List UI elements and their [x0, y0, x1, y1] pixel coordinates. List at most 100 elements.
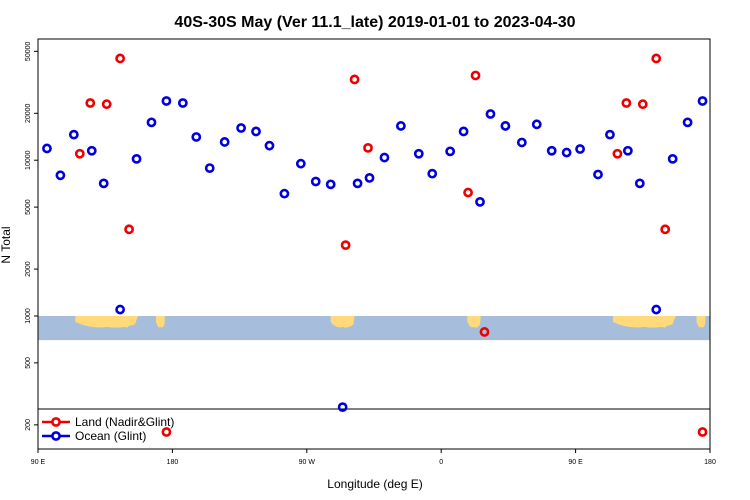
ocean-point	[682, 117, 693, 128]
ocean-point	[546, 145, 557, 156]
land-point	[161, 427, 172, 437]
series-land	[74, 53, 708, 437]
map-land-australia	[75, 315, 139, 328]
plot-frame	[37, 38, 711, 450]
land-point	[349, 74, 360, 85]
map-land-new-zealand-repeat	[696, 315, 706, 328]
ocean-point	[98, 178, 109, 189]
ocean-point	[161, 96, 172, 106]
land-point	[463, 187, 473, 198]
land-point	[621, 98, 632, 108]
y-axis: 200 500 1000 2000 5000 10000 20000 50000	[25, 41, 38, 431]
ocean-point	[475, 197, 485, 207]
ocean-point	[337, 402, 348, 413]
ocean-point	[561, 147, 572, 158]
plot-border	[37, 38, 711, 450]
map-land-tasmania-repeat	[659, 315, 668, 328]
map-land-tasmania	[122, 315, 130, 328]
ocean-point	[605, 129, 615, 140]
ocean-point	[364, 172, 375, 183]
ocean-point	[485, 109, 496, 119]
land-point	[660, 224, 671, 235]
ocean-point	[295, 158, 306, 169]
ocean-point	[634, 178, 645, 189]
ocean-point	[236, 123, 246, 133]
land-point	[479, 327, 490, 337]
x-tick-label: 0	[439, 459, 443, 466]
x-axis: 90 E 180 90 W 0 90 E 180	[31, 449, 716, 466]
x-tick-label: 90 W	[299, 459, 316, 466]
land-point	[124, 224, 134, 235]
land-point	[612, 148, 623, 159]
ocean-point	[667, 153, 678, 164]
ocean-point	[697, 96, 708, 106]
x-axis-title: Longitude (deg E)	[327, 477, 422, 491]
ocean-point	[651, 304, 662, 315]
ocean-point	[279, 188, 290, 199]
y-tick-label: 20000	[25, 103, 32, 123]
ocean-point	[445, 146, 456, 157]
land-point	[115, 53, 126, 64]
map-strip	[38, 315, 710, 341]
land-point	[651, 53, 662, 64]
y-tick-label: 1000	[25, 308, 32, 324]
y-tick-label: 2000	[25, 261, 32, 277]
x-tick-label: 180	[704, 459, 716, 466]
land-point	[637, 99, 648, 110]
legend-label-ocean: Ocean (Glint)	[75, 429, 146, 443]
x-tick-label: 180	[167, 459, 179, 466]
land-point	[470, 70, 481, 81]
ocean-point	[191, 132, 202, 142]
ocean-point	[622, 145, 633, 156]
ocean-point	[204, 163, 215, 173]
ocean-point	[115, 304, 126, 315]
ocean-point	[310, 176, 321, 187]
legend-label-land: Land (Nadir&Glint)	[75, 415, 174, 429]
ocean-point	[86, 145, 97, 156]
ocean-point	[379, 152, 390, 163]
legend: Land (Nadir&Glint)Ocean (Glint)	[42, 415, 174, 443]
x-tick-label: 90 E	[568, 459, 583, 466]
land-point	[697, 427, 708, 437]
land-point	[74, 148, 85, 159]
x-tick-label: 90 E	[31, 459, 46, 466]
y-axis-title: N Total	[0, 226, 13, 263]
chart-title: 40S-30S May (Ver 11.1_late) 2019-01-01 t…	[174, 14, 575, 31]
ocean-point	[500, 121, 511, 131]
y-tick-label: 5000	[25, 199, 32, 215]
land-point	[340, 240, 351, 251]
ocean-point	[458, 126, 469, 137]
ocean-point	[395, 121, 406, 131]
ocean-point	[219, 137, 230, 147]
map-water	[38, 315, 710, 341]
y-tick-label: 50000	[25, 41, 32, 61]
ocean-point	[42, 143, 52, 154]
ocean-point	[352, 178, 363, 189]
ocean-point	[427, 168, 438, 179]
land-point	[85, 98, 96, 108]
y-tick-label: 200	[25, 419, 32, 431]
map-land-south-africa	[467, 315, 481, 328]
ocean-point	[516, 137, 527, 148]
ocean-point	[593, 169, 603, 180]
ocean-point	[251, 126, 261, 137]
ocean-point	[325, 179, 336, 190]
ocean-point	[146, 117, 157, 128]
land-point	[101, 99, 112, 110]
map-land-south-america	[330, 315, 355, 328]
land-point	[363, 142, 373, 153]
ocean-point	[264, 140, 275, 151]
legend-marker-ocean	[51, 431, 61, 441]
ocean-point	[531, 119, 542, 130]
ocean-point	[177, 98, 188, 108]
legend-marker-land	[51, 417, 61, 427]
y-tick-label: 10000	[25, 150, 32, 170]
map-land-new-zealand	[155, 315, 165, 328]
ocean-point	[131, 153, 142, 164]
y-tick-label: 500	[25, 357, 32, 369]
ocean-point	[413, 148, 424, 159]
series-ocean	[42, 96, 708, 413]
ocean-point	[55, 170, 66, 181]
